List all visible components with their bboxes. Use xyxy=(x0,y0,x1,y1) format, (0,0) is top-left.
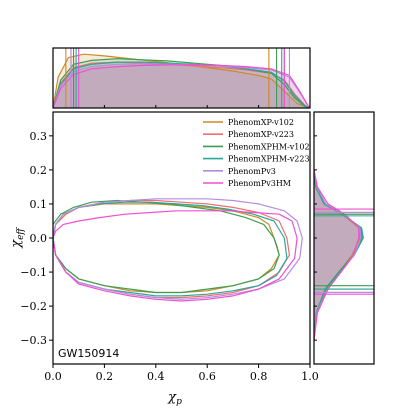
y-tick-label: 0.2 xyxy=(30,164,48,177)
legend-label-phenompv3hm: PhenomPv3HM xyxy=(228,179,291,188)
contour-phenompv3 xyxy=(53,198,303,300)
x-tick-label: 1.0 xyxy=(301,370,319,383)
x-tick-label: 0.6 xyxy=(198,370,216,383)
top-density-fill-phenomxphm-v102 xyxy=(53,58,310,108)
event-label: GW150914 xyxy=(58,347,119,360)
y-tick-label: 0.3 xyxy=(30,130,48,143)
y-axis-label: χeff xyxy=(9,227,26,249)
top-density-line-phenomxphm-v102 xyxy=(53,58,310,108)
right-density-line-phenomxphm-v223 xyxy=(314,169,364,341)
top-density-line-phenompv3hm xyxy=(53,64,310,108)
legend-label-phenompv3: PhenomPv3 xyxy=(228,167,276,176)
x-axis-label: χp xyxy=(167,390,182,407)
right-marginal-panel xyxy=(313,111,375,365)
legend-label-phenomxphm-v102: PhenomXPHM-v102 xyxy=(228,142,310,151)
legend: PhenomXP-v102 PhenomXP-v223 PhenomXPHM-v10… xyxy=(203,118,310,188)
x-tick-label: 0.8 xyxy=(250,370,268,383)
y-tick-label: −0.3 xyxy=(20,334,47,347)
x-axis-label-subscript: p xyxy=(176,397,182,407)
y-axis-label-subscript: eff xyxy=(16,227,26,240)
top-density-fill-phenomxp-v102 xyxy=(53,54,310,108)
top-panel-frame xyxy=(52,47,311,109)
y-tick-label: −0.2 xyxy=(20,300,47,313)
y-tick-label: 0.0 xyxy=(30,232,48,245)
x-tick-label: 0.2 xyxy=(96,370,114,383)
top-density-fill-phenompv3 xyxy=(53,63,310,108)
x-tick-label: 0.4 xyxy=(147,370,165,383)
legend-label-phenomxp-v223: PhenomXP-v223 xyxy=(228,130,294,139)
top-density-fill-phenompv3hm xyxy=(53,64,310,108)
legend-label-phenomxphm-v223: PhenomXPHM-v223 xyxy=(228,155,310,164)
top-density-line-phenomxp-v223 xyxy=(53,61,310,108)
legend-label-phenomxp-v102: PhenomXP-v102 xyxy=(228,118,294,127)
y-tick-label: 0.1 xyxy=(30,198,48,211)
contour-phenomxp-v223 xyxy=(53,199,290,299)
top-marginal-panel xyxy=(52,47,311,109)
main-panel: 0.0 0.2 0.4 0.6 0.8 1.0 −0.3 −0.2 −0.1 0.0 0.1 0.2… xyxy=(20,105,319,383)
contour-phenomxphm-v102 xyxy=(53,199,280,294)
y-tick-label: −0.1 xyxy=(20,266,47,279)
contour-phenompv3hm xyxy=(53,210,298,302)
x-tick-label: 0.0 xyxy=(44,370,62,383)
right-density-line-phenompv3hm xyxy=(314,169,360,341)
